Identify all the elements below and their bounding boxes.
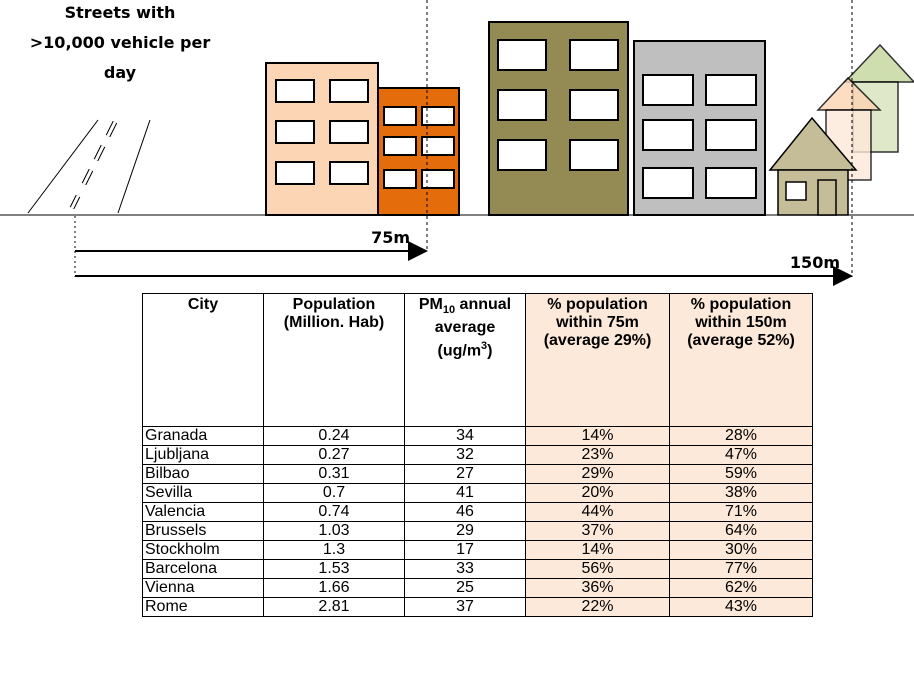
header-text: annual average (ug/m: [434, 296, 512, 360]
table-cell: 34: [404, 426, 526, 446]
table-cell: 37: [404, 597, 526, 617]
table-cell: 43%: [669, 597, 813, 617]
table-cell: 32: [404, 445, 526, 465]
header-text: % population within 150m (average 52%): [687, 296, 795, 349]
table-cell: 59%: [669, 464, 813, 484]
buildings: [265, 21, 766, 216]
table-cell: 56%: [525, 559, 670, 579]
street-label-line: day: [104, 63, 137, 82]
table-cell: 64%: [669, 521, 813, 541]
table-cell: 36%: [525, 578, 670, 598]
table-cell: 41: [404, 483, 526, 503]
table-cell: Valencia: [142, 502, 264, 522]
table-cell: 2.81: [263, 597, 405, 617]
header-text: Population (Million. Hab): [283, 296, 385, 331]
houses: [768, 43, 914, 216]
distance-label: 150m: [790, 253, 840, 272]
table-cell: 27: [404, 464, 526, 484]
table-row: Ljubljana 0.27 32 23% 47%: [142, 445, 813, 465]
illustration: Streets with >10,000 vehicle per day: [0, 0, 914, 286]
distance-label: 75m: [371, 228, 410, 247]
header-text: PM: [418, 296, 443, 313]
table-row: Sevilla 0.7 41 20% 38%: [142, 483, 813, 503]
table-cell: 14%: [525, 540, 670, 560]
table-cell: Stockholm: [142, 540, 264, 560]
table-row: Bilbao 0.31 27 29% 59%: [142, 464, 813, 484]
table-row: Barcelona 1.53 33 56% 77%: [142, 559, 813, 579]
table-cell: 29%: [525, 464, 670, 484]
table-cell: 1.03: [263, 521, 405, 541]
table-cell: 37%: [525, 521, 670, 541]
header-cell: City: [142, 293, 264, 427]
table-cell: 44%: [525, 502, 670, 522]
table-row: Rome 2.81 37 22% 43%: [142, 597, 813, 617]
header-text: ): [487, 342, 493, 360]
table-cell: 0.74: [263, 502, 405, 522]
table-cell: 62%: [669, 578, 813, 598]
table-cell: 23%: [525, 445, 670, 465]
table-cell: 14%: [525, 426, 670, 446]
header-cell: PM10 annual average (ug/m3): [404, 293, 526, 427]
header-text: 10: [442, 304, 456, 317]
table-cell: 1.53: [263, 559, 405, 579]
table-cell: 0.31: [263, 464, 405, 484]
table-cell: 17: [404, 540, 526, 560]
table-cell: 47%: [669, 445, 813, 465]
header-text: 3: [481, 340, 488, 353]
table-cell: 30%: [669, 540, 813, 560]
table-cell: 22%: [525, 597, 670, 617]
table-cell: 71%: [669, 502, 813, 522]
header-row: City Population (Million. Hab) PM10 annual…: [142, 293, 813, 427]
table-row: Stockholm 1.3 17 14% 30%: [142, 540, 813, 560]
table-cell: 1.66: [263, 578, 405, 598]
header-cell: % population within 150m (average 52%): [669, 293, 813, 427]
table-row: Vienna 1.66 25 36% 62%: [142, 578, 813, 598]
table-cell: 1.3: [263, 540, 405, 560]
table-cell: 77%: [669, 559, 813, 579]
table-cell: Brussels: [142, 521, 264, 541]
table-cell: 0.7: [263, 483, 405, 503]
table-cell: 38%: [669, 483, 813, 503]
data-table: City Population (Million. Hab) PM10 annual…: [142, 293, 813, 617]
header-text: City: [187, 296, 219, 313]
table-cell: 0.24: [263, 426, 405, 446]
table-cell: Vienna: [142, 578, 264, 598]
table-cell: 29: [404, 521, 526, 541]
street-label-line: >10,000 vehicle per: [30, 33, 211, 52]
table-cell: 28%: [669, 426, 813, 446]
table-cell: Ljubljana: [142, 445, 264, 465]
header-cell: Population (Million. Hab): [263, 293, 405, 427]
table-cell: 0.27: [263, 445, 405, 465]
table-cell: Sevilla: [142, 483, 264, 503]
table-body: Granada 0.24 34 14% 28% Ljubljana 0.27 32 23% 47%…: [142, 426, 813, 617]
table-cell: Granada: [142, 426, 264, 446]
table-row: Brussels 1.03 29 37% 64%: [142, 521, 813, 541]
distances: [74, 0, 853, 286]
table-row: Valencia 0.74 46 44% 71%: [142, 502, 813, 522]
road: [27, 119, 151, 214]
table-cell: Bilbao: [142, 464, 264, 484]
table-row: Granada 0.24 34 14% 28%: [142, 426, 813, 446]
header-cell: % population within 75m (average 29%): [525, 293, 670, 427]
table-cell: 20%: [525, 483, 670, 503]
street-label-line: Streets with: [65, 3, 176, 22]
header-text: % population within 75m (average 29%): [543, 296, 652, 349]
table-cell: 25: [404, 578, 526, 598]
street-label: Streets with >10,000 vehicle per day: [30, 3, 211, 82]
table-cell: 33: [404, 559, 526, 579]
table-cell: 46: [404, 502, 526, 522]
table-cell: Rome: [142, 597, 264, 617]
table-cell: Barcelona: [142, 559, 264, 579]
